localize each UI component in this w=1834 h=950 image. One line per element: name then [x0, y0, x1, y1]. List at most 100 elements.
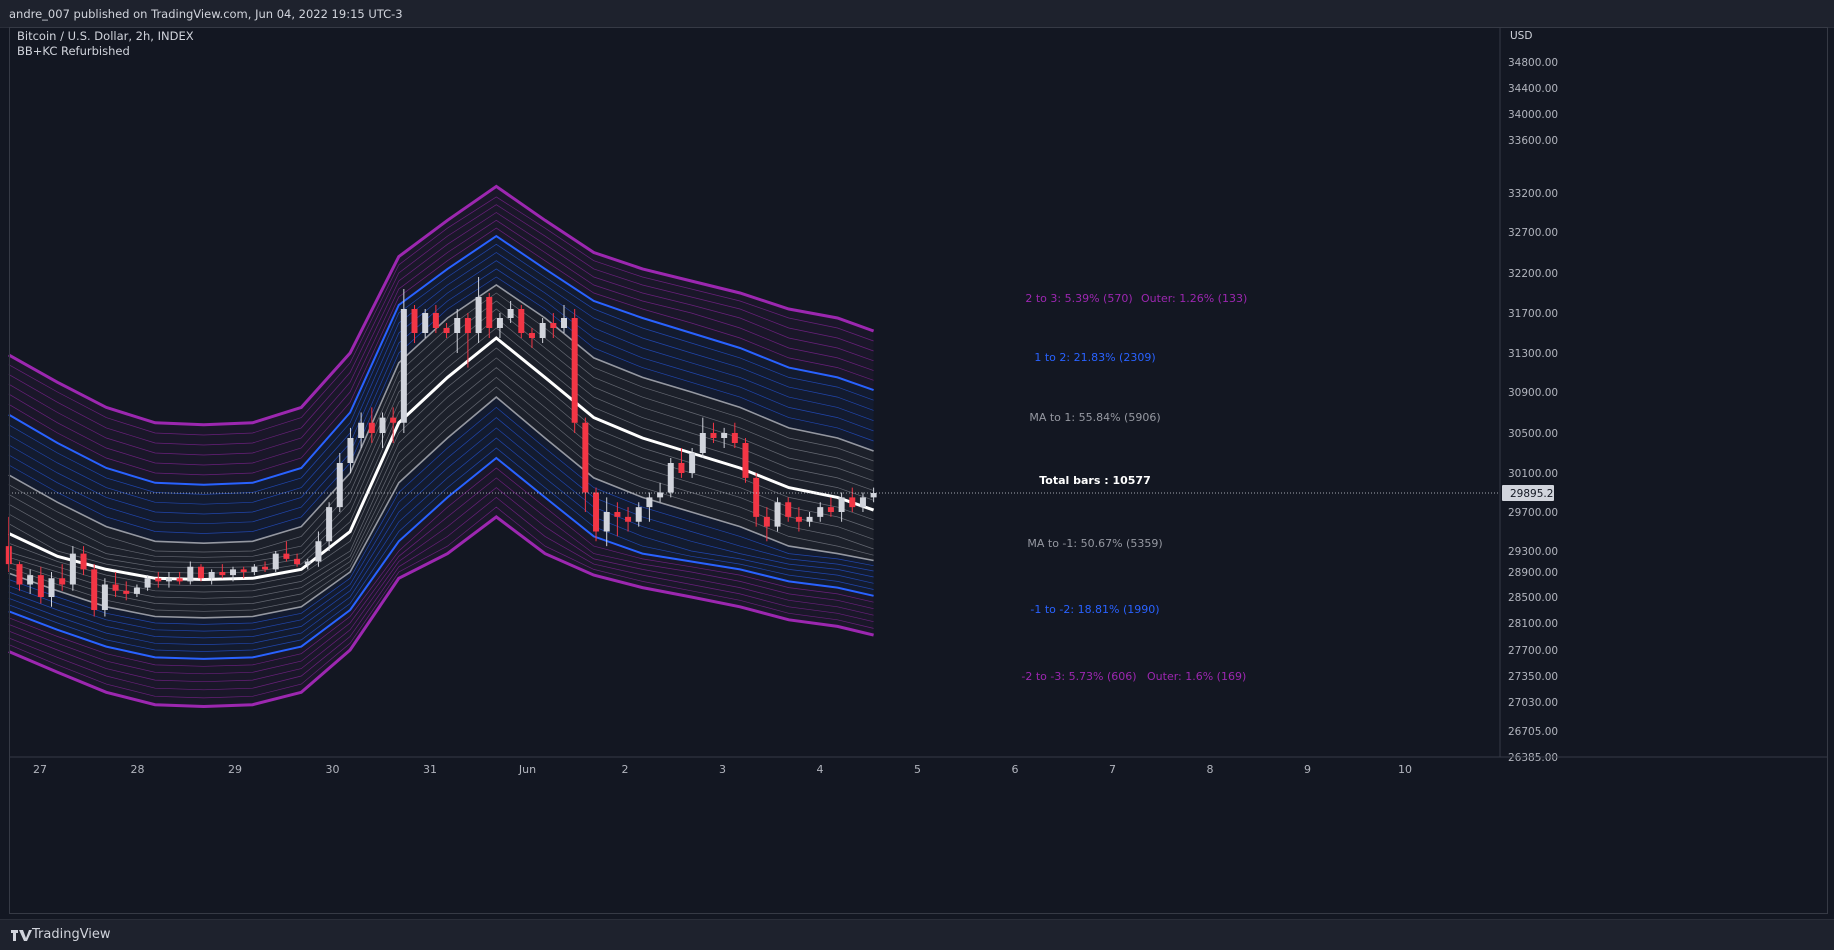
candle-body: [133, 587, 140, 594]
candle-body: [240, 569, 247, 572]
candle-body: [486, 297, 493, 328]
candle-body: [358, 422, 365, 438]
candle-body: [742, 443, 749, 478]
candle-body: [710, 433, 717, 438]
symbol-legend[interactable]: Bitcoin / U.S. Dollar, 2h, INDEX: [17, 29, 194, 43]
band-plus-1: [8, 284, 874, 545]
time-tick-label: 27: [33, 763, 47, 776]
band-line: [8, 204, 874, 446]
price-tick-label: 30900.00: [1508, 387, 1558, 399]
time-tick-label: 7: [1109, 763, 1116, 776]
band-line: [8, 212, 874, 456]
price-tick-label: 26705.00: [1508, 726, 1558, 738]
price-tick-label: 32200.00: [1508, 268, 1558, 280]
band-line: [8, 417, 874, 632]
stat-label: MA to -1: 50.67% (5359): [1027, 537, 1162, 550]
band-line: [8, 427, 874, 639]
currency-label: USD: [1510, 30, 1532, 42]
candle-body: [304, 561, 311, 565]
candle-body: [48, 578, 55, 597]
band-line: [8, 317, 874, 569]
band-plus-2: [8, 234, 874, 486]
candle-body: [262, 566, 269, 570]
price-tick-label: 30500.00: [1508, 428, 1558, 440]
band-line: [8, 196, 874, 436]
candle-body: [635, 507, 642, 522]
price-tick-label: 28500.00: [1508, 592, 1558, 604]
band-line: [8, 276, 874, 534]
candle-body: [571, 318, 578, 423]
time-tick-label: Jun: [518, 763, 536, 776]
stat-label: MA to 1: 55.84% (5906): [1029, 411, 1160, 424]
candle-body: [91, 569, 98, 610]
price-tick-label: 33200.00: [1508, 188, 1558, 200]
price-tick-label: 27350.00: [1508, 671, 1558, 683]
band-line: [8, 260, 874, 515]
publish-info: andre_007 published on TradingView.com, …: [9, 7, 403, 21]
candle-body: [785, 502, 792, 517]
candle-body: [197, 566, 204, 579]
band-line: [8, 357, 874, 593]
candle-body: [400, 309, 407, 423]
candle-body: [144, 578, 151, 588]
candle-body: [699, 433, 706, 453]
candle-body: [475, 297, 482, 333]
band-line: [8, 487, 874, 683]
price-tick-label: 34000.00: [1508, 109, 1558, 121]
candle-body: [347, 438, 354, 463]
candle-body: [582, 422, 589, 493]
candle-body: [37, 575, 44, 597]
candle-body: [721, 433, 728, 438]
candle-body: [657, 492, 664, 498]
stat-label: -2 to -3: 5.73% (606): [1021, 670, 1136, 683]
candle-body: [69, 553, 76, 585]
band-line: [8, 437, 874, 645]
tradingview-brand[interactable]: TradingView: [32, 927, 111, 942]
band-line: [8, 447, 874, 652]
last-price-tag: [1502, 484, 1554, 501]
candle-body: [5, 546, 12, 565]
price-tick-label: 34800.00: [1508, 57, 1558, 69]
candle-body: [176, 578, 183, 582]
price-tick-label: 27700.00: [1508, 645, 1558, 657]
time-tick-label: 31: [423, 763, 437, 776]
band-line: [8, 300, 874, 558]
band-line: [8, 219, 874, 466]
price-tick-label: 29700.00: [1508, 507, 1558, 519]
band-line: [8, 406, 874, 625]
time-tick-label: 4: [817, 763, 824, 776]
band-minus-2: [8, 456, 874, 660]
candle-body: [272, 553, 279, 570]
band-line: [8, 506, 874, 699]
time-tick-label: 9: [1304, 763, 1311, 776]
candle-body: [155, 578, 162, 582]
candle-body: [454, 318, 461, 333]
candle-body: [753, 477, 760, 517]
candle-body: [560, 318, 567, 328]
candle-body: [326, 507, 333, 542]
band-minus-3: [8, 515, 874, 709]
candle-body: [443, 328, 450, 333]
bottom-bar: TradingView: [0, 919, 1834, 950]
stat-outer-label: Outer: 1.26% (133): [1141, 292, 1247, 305]
price-tick-label: 28900.00: [1508, 567, 1558, 579]
tradingview-logo-icon[interactable]: [10, 928, 32, 942]
candle-body: [689, 453, 696, 473]
band-line: [8, 496, 874, 691]
candle-body: [774, 502, 781, 527]
candle-body: [859, 497, 866, 508]
candle-body: [795, 516, 802, 522]
band-line: [8, 386, 874, 612]
price-tick-label: 30100.00: [1508, 468, 1558, 480]
candle-body: [432, 313, 439, 328]
band-line: [8, 268, 874, 525]
stat-label: -1 to -2: 18.81% (1990): [1030, 603, 1159, 616]
time-tick-label: 3: [719, 763, 726, 776]
band-line: [8, 467, 874, 667]
time-tick-label: 8: [1207, 763, 1214, 776]
candle-body: [507, 309, 514, 318]
indicator-legend[interactable]: BB+KC Refurbished: [17, 44, 130, 58]
candle-body: [827, 507, 834, 512]
candle-body: [550, 323, 557, 328]
